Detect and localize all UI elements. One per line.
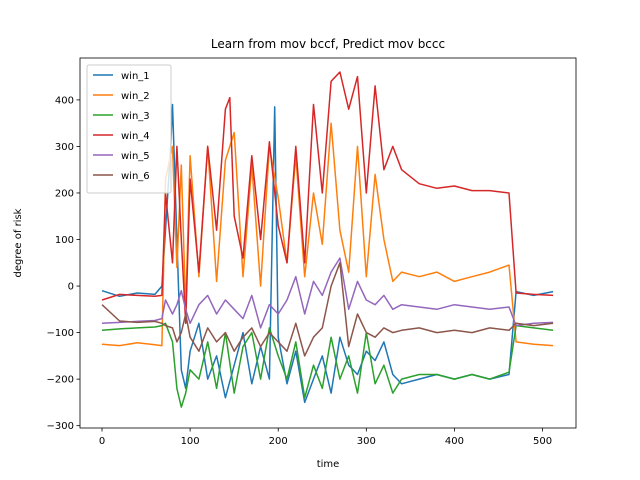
series-line-win_4: [101, 71, 554, 325]
y-tick-label: 200: [55, 188, 74, 199]
x-tick-label: 500: [533, 436, 552, 447]
y-tick-label: 100: [55, 235, 74, 246]
y-tick-label: −100: [47, 328, 74, 339]
series-line-win_3: [101, 322, 554, 408]
chart-title: Learn from mov bccf, Predict mov bccc: [211, 37, 445, 51]
legend-label: win_1: [121, 71, 150, 82]
legend-label: win_3: [121, 111, 150, 122]
y-tick-label: −200: [47, 375, 74, 386]
y-tick-label: 0: [68, 282, 74, 293]
y-axis-ticks: −300 −200 −100 0 100 200 300 400: [47, 95, 80, 432]
x-axis-ticks: 0 100 200 300 400 500: [99, 428, 552, 447]
x-tick-label: 100: [181, 436, 200, 447]
plot-frame: [79, 57, 577, 429]
x-tick-label: 200: [269, 436, 288, 447]
series-line-win_5: [101, 257, 554, 329]
series-line-win_1: [101, 103, 554, 404]
y-tick-label: −300: [47, 421, 74, 432]
series-line-win_6: [101, 262, 554, 357]
legend-box: [86, 64, 172, 194]
x-tick-label: 300: [357, 436, 376, 447]
legend-label: win_2: [121, 91, 150, 102]
y-tick-label: 300: [55, 142, 74, 153]
legend-label: win_4: [121, 131, 150, 142]
series-lines: [101, 71, 554, 408]
x-tick-label: 400: [445, 436, 464, 447]
legend: win_1 win_2 win_3 win_4 win_5 win_6: [86, 64, 172, 194]
y-axis-label: degree of risk: [13, 208, 24, 277]
x-axis-label: time: [317, 459, 340, 470]
legend-label: win_6: [121, 171, 150, 182]
y-tick-label: 400: [55, 95, 74, 106]
x-tick-label: 0: [99, 436, 105, 447]
legend-label: win_5: [121, 151, 150, 162]
